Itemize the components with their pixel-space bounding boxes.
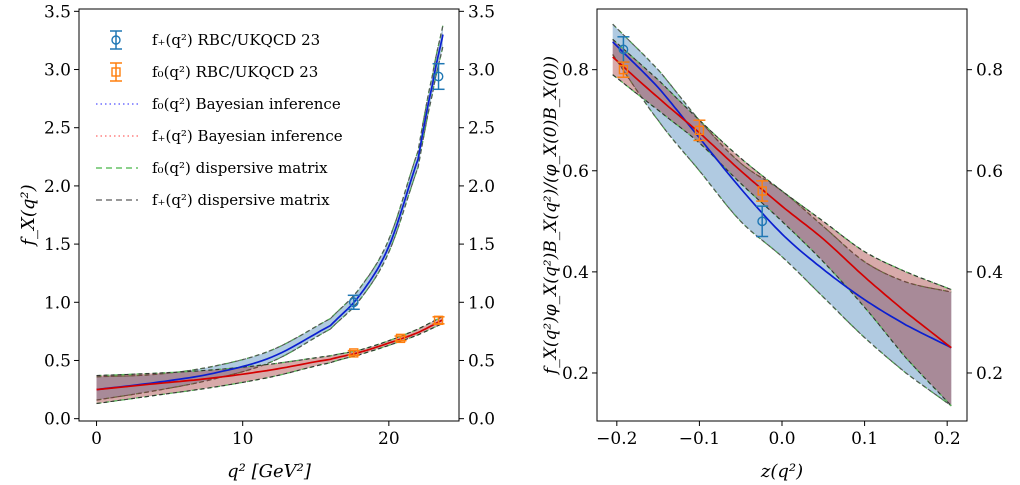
square-marker: [618, 64, 629, 75]
fplus-data-point: [347, 294, 360, 311]
right-y-tick-label: 2.0: [468, 177, 495, 197]
fzero-data-point: [432, 315, 445, 326]
x-tick-label: 0.0: [768, 429, 795, 449]
central-line-f0: [612, 56, 952, 349]
x-tick-label: 0: [91, 429, 102, 449]
square-marker: [694, 125, 705, 136]
right-y-tick-label: 0.4: [976, 263, 1003, 283]
y-tick-label: 3.0: [44, 61, 71, 81]
square-marker: [349, 348, 359, 358]
legend-label: f₊(q²) dispersive matrix: [152, 191, 330, 209]
right-y-axis-label: f_X(q²)φ_X(q²)B_X(q²)/(φ_X(0)B_X(0)): [541, 56, 561, 376]
right-y-tick-label: 0.8: [976, 61, 1003, 81]
circle-marker: [348, 297, 359, 308]
band-upper-edge-f+: [96, 25, 444, 378]
square-marker: [395, 333, 406, 344]
band-upper-dashed-f0: [612, 38, 952, 291]
right-y-tick-label: 2.5: [468, 119, 495, 139]
legend-entry: f₊(q²) Bayesian inference: [96, 127, 343, 145]
x-tick-label: 20: [378, 429, 400, 449]
band-upper-dashed-f0: [96, 315, 444, 377]
legend-label: f₊(q²) RBC/UKQCD 23: [152, 31, 320, 49]
y-tick-label: 0.0: [44, 410, 71, 430]
central-line-f+: [612, 41, 952, 349]
y-tick-label: 1.5: [44, 235, 71, 255]
square-marker: [757, 186, 767, 196]
y-tick-label: 0.6: [562, 162, 589, 182]
right-y-tick-label: 0.2: [976, 364, 1003, 384]
right-y-tick-label: 0.0: [468, 410, 495, 430]
left-x-axis-label: q² [GeV²]: [227, 461, 312, 482]
central-line-f0: [96, 318, 444, 391]
fplus-data-point: [756, 205, 769, 238]
y-tick-label: 2.0: [44, 177, 71, 197]
x-tick-label: 0.1: [851, 429, 878, 449]
fzero-data-point: [347, 348, 360, 358]
band-lower-dashed-f0: [612, 74, 952, 407]
right-y-tick-label: 0.6: [976, 162, 1003, 182]
legend-label: f₀(q²) RBC/UKQCD 23: [152, 63, 318, 81]
fzero-data-point: [617, 61, 630, 78]
right-x-axis-label: z(q²): [760, 461, 803, 482]
right-y-tick-label: 0.5: [468, 351, 495, 371]
right-y-tick-label: 3.0: [468, 61, 495, 81]
x-tick-label: −0.2: [596, 429, 637, 449]
legend-entry: f₀(q²) RBC/UKQCD 23: [110, 62, 318, 82]
legend-square-marker: [111, 67, 121, 77]
right-panel: −0.2 −0.1 0.0 0.1 0.2 0.2 0.4 0.6 0.8 0.2 0.4 0.6 0.…: [541, 8, 1003, 482]
band-upper-dashed-f+: [96, 25, 444, 378]
band-lower-dashed-f0: [96, 322, 444, 405]
fzero-data-point: [394, 333, 407, 344]
y-tick-label: 1.0: [44, 293, 71, 313]
legend-label: f₀(q²) Bayesian inference: [152, 95, 341, 113]
y-tick-label: 2.5: [44, 119, 71, 139]
legend: f₊(q²) RBC/UKQCD 23 f₀(q²) RBC/UKQCD 23 f₀…: [96, 30, 343, 209]
legend-entry: f₊(q²) dispersive matrix: [96, 191, 330, 209]
square-marker: [433, 315, 444, 326]
left-panel: 0 10 20 0.0 0.5 1.0 1.5 2.0 2.5 3.0 3.5 0.0 0.5 1.0 1.…: [18, 2, 495, 482]
fzero-data-point: [693, 119, 706, 142]
band-lower-edge-f+: [612, 54, 952, 407]
legend-entry: f₀(q²) Bayesian inference: [96, 95, 341, 113]
circle-marker: [433, 71, 444, 82]
y-tick-label: 0.8: [562, 61, 589, 81]
x-tick-label: −0.1: [679, 429, 720, 449]
legend-entry: f₀(q²) dispersive matrix: [96, 159, 328, 177]
legend-circle-marker: [111, 35, 121, 45]
band-lower-dashed-f+: [96, 46, 444, 401]
central-line-f+: [96, 34, 444, 391]
right-y-tick-label: 1.5: [468, 235, 495, 255]
left-y-axis-label: f_X(q²): [18, 184, 39, 247]
y-tick-label: 0.2: [562, 364, 589, 384]
y-tick-label: 0.4: [562, 263, 589, 283]
y-tick-label: 0.5: [44, 351, 71, 371]
x-tick-label: 0.2: [934, 429, 961, 449]
right-y-tick-label: 1.0: [468, 293, 495, 313]
right-y-tick-label: 3.5: [468, 2, 495, 22]
circle-marker: [757, 216, 768, 227]
fplus-data-point: [432, 62, 445, 91]
legend-label: f₊(q²) Bayesian inference: [152, 127, 343, 145]
circle-marker: [618, 44, 629, 55]
fzero-data-point: [756, 180, 769, 202]
x-tick-label: 10: [232, 429, 254, 449]
legend-label: f₀(q²) dispersive matrix: [152, 159, 328, 177]
left-plot-frame: [78, 8, 460, 422]
y-tick-label: 3.5: [44, 2, 71, 22]
legend-entry: f₊(q²) RBC/UKQCD 23: [110, 30, 320, 50]
